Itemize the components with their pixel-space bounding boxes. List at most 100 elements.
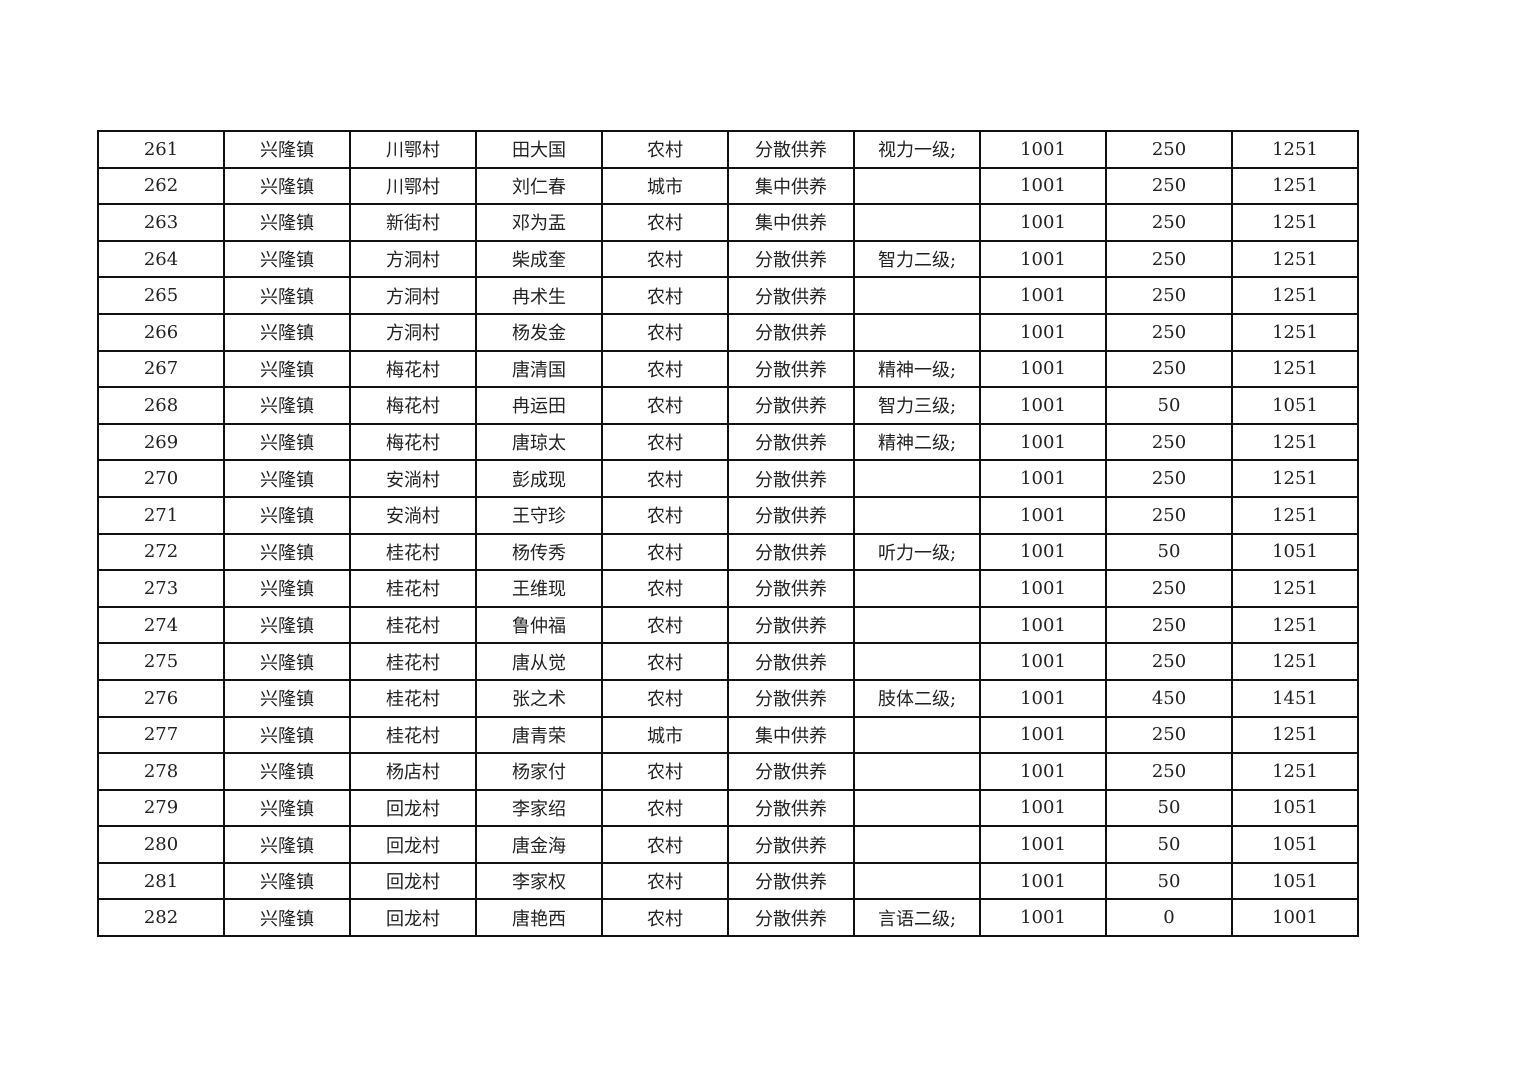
cell-village: 新街村 xyxy=(349,203,477,242)
cell-village: 梅花村 xyxy=(349,386,477,425)
cell-area-type: 农村 xyxy=(601,349,729,389)
cell-area-type: 城市 xyxy=(601,166,729,206)
cell-support-type: 分散供养 xyxy=(727,349,855,389)
cell-support-type: 分散供养 xyxy=(727,239,855,279)
cell-amount-total: 1251 xyxy=(1231,605,1359,645)
cell-town: 兴隆镇 xyxy=(223,349,351,389)
cell-index: 277 xyxy=(97,715,225,755)
cell-town: 兴隆镇 xyxy=(223,459,351,498)
cell-amount-base: 1001 xyxy=(979,898,1107,938)
cell-area-type: 农村 xyxy=(601,422,729,462)
cell-disability: 听力一级; xyxy=(853,532,981,572)
cell-area-type: 农村 xyxy=(601,605,729,645)
cell-index: 282 xyxy=(97,898,225,938)
cell-town: 兴隆镇 xyxy=(223,605,351,645)
cell-town: 兴隆镇 xyxy=(223,678,351,718)
cell-support-type: 分散供养 xyxy=(727,678,855,718)
cell-support-type: 分散供养 xyxy=(727,386,855,425)
cell-amount-total: 1251 xyxy=(1231,239,1359,279)
cell-amount-base: 1001 xyxy=(979,276,1107,315)
table-row: 265 兴隆镇 方洞村 冉术生 农村 分散供养 1001 250 1251 xyxy=(97,276,1359,315)
cell-name: 唐艳西 xyxy=(475,898,603,938)
cell-amount-base: 1001 xyxy=(979,605,1107,645)
cell-amount-extra: 250 xyxy=(1105,752,1233,791)
cell-name: 杨家付 xyxy=(475,752,603,791)
cell-disability xyxy=(853,642,981,681)
cell-town: 兴隆镇 xyxy=(223,752,351,791)
cell-town: 兴隆镇 xyxy=(223,569,351,608)
cell-area-type: 农村 xyxy=(601,239,729,279)
cell-town: 兴隆镇 xyxy=(223,239,351,279)
cell-index: 274 xyxy=(97,605,225,645)
cell-village: 梅花村 xyxy=(349,349,477,389)
table-row: 270 兴隆镇 安淌村 彭成现 农村 分散供养 1001 250 1251 xyxy=(97,459,1359,498)
cell-name: 邓为盂 xyxy=(475,203,603,242)
cell-disability xyxy=(853,605,981,645)
cell-name: 杨传秀 xyxy=(475,532,603,572)
cell-index: 279 xyxy=(97,788,225,828)
cell-area-type: 农村 xyxy=(601,898,729,938)
cell-amount-total: 1251 xyxy=(1231,276,1359,315)
cell-name: 王守珍 xyxy=(475,495,603,535)
cell-village: 回龙村 xyxy=(349,825,477,864)
cell-index: 262 xyxy=(97,166,225,206)
cell-town: 兴隆镇 xyxy=(223,495,351,535)
cell-amount-base: 1001 xyxy=(979,642,1107,681)
cell-area-type: 农村 xyxy=(601,861,729,901)
cell-amount-total: 1251 xyxy=(1231,422,1359,462)
cell-amount-total: 1251 xyxy=(1231,495,1359,535)
table-row: 264 兴隆镇 方洞村 柴成奎 农村 分散供养 智力二级; 1001 250 1251 xyxy=(97,239,1359,279)
cell-town: 兴隆镇 xyxy=(223,898,351,938)
cell-area-type: 农村 xyxy=(601,532,729,572)
cell-village: 回龙村 xyxy=(349,898,477,938)
cell-amount-base: 1001 xyxy=(979,386,1107,425)
table-row: 278 兴隆镇 杨店村 杨家付 农村 分散供养 1001 250 1251 xyxy=(97,752,1359,791)
cell-name: 彭成现 xyxy=(475,459,603,498)
table-row: 267 兴隆镇 梅花村 唐清国 农村 分散供养 精神一级; 1001 250 1251 xyxy=(97,349,1359,389)
cell-town: 兴隆镇 xyxy=(223,825,351,864)
cell-town: 兴隆镇 xyxy=(223,642,351,681)
cell-name: 刘仁春 xyxy=(475,166,603,206)
cell-disability xyxy=(853,861,981,901)
cell-amount-extra: 250 xyxy=(1105,349,1233,389)
table-row: 277 兴隆镇 桂花村 唐青荣 城市 集中供养 1001 250 1251 xyxy=(97,715,1359,755)
cell-disability xyxy=(853,715,981,755)
table-row: 274 兴隆镇 桂花村 鲁仲福 农村 分散供养 1001 250 1251 xyxy=(97,605,1359,645)
cell-village: 方洞村 xyxy=(349,276,477,315)
cell-village: 方洞村 xyxy=(349,312,477,352)
table-row: 272 兴隆镇 桂花村 杨传秀 农村 分散供养 听力一级; 1001 50 1051 xyxy=(97,532,1359,572)
cell-amount-base: 1001 xyxy=(979,203,1107,242)
cell-support-type: 分散供养 xyxy=(727,825,855,864)
table-row: 280 兴隆镇 回龙村 唐金海 农村 分散供养 1001 50 1051 xyxy=(97,825,1359,864)
cell-village: 方洞村 xyxy=(349,239,477,279)
cell-name: 唐金海 xyxy=(475,825,603,864)
cell-name: 鲁仲福 xyxy=(475,605,603,645)
cell-town: 兴隆镇 xyxy=(223,130,351,169)
cell-amount-extra: 250 xyxy=(1105,312,1233,352)
cell-index: 275 xyxy=(97,642,225,681)
cell-amount-total: 1051 xyxy=(1231,825,1359,864)
cell-name: 张之术 xyxy=(475,678,603,718)
cell-village: 杨店村 xyxy=(349,752,477,791)
cell-amount-extra: 250 xyxy=(1105,203,1233,242)
cell-town: 兴隆镇 xyxy=(223,312,351,352)
cell-support-type: 分散供养 xyxy=(727,605,855,645)
cell-town: 兴隆镇 xyxy=(223,715,351,755)
table-row: 279 兴隆镇 回龙村 李家绍 农村 分散供养 1001 50 1051 xyxy=(97,788,1359,828)
cell-amount-base: 1001 xyxy=(979,532,1107,572)
cell-index: 261 xyxy=(97,130,225,169)
cell-index: 273 xyxy=(97,569,225,608)
cell-amount-base: 1001 xyxy=(979,239,1107,279)
table-row: 262 兴隆镇 川鄂村 刘仁春 城市 集中供养 1001 250 1251 xyxy=(97,166,1359,206)
cell-amount-total: 1051 xyxy=(1231,788,1359,828)
cell-amount-total: 1251 xyxy=(1231,642,1359,681)
cell-amount-total: 1251 xyxy=(1231,459,1359,498)
cell-name: 李家权 xyxy=(475,861,603,901)
table-row: 282 兴隆镇 回龙村 唐艳西 农村 分散供养 言语二级; 1001 0 1001 xyxy=(97,898,1359,938)
cell-amount-base: 1001 xyxy=(979,130,1107,169)
cell-town: 兴隆镇 xyxy=(223,788,351,828)
cell-index: 266 xyxy=(97,312,225,352)
table-row: 263 兴隆镇 新街村 邓为盂 农村 集中供养 1001 250 1251 xyxy=(97,203,1359,242)
cell-amount-extra: 50 xyxy=(1105,825,1233,864)
cell-village: 桂花村 xyxy=(349,642,477,681)
